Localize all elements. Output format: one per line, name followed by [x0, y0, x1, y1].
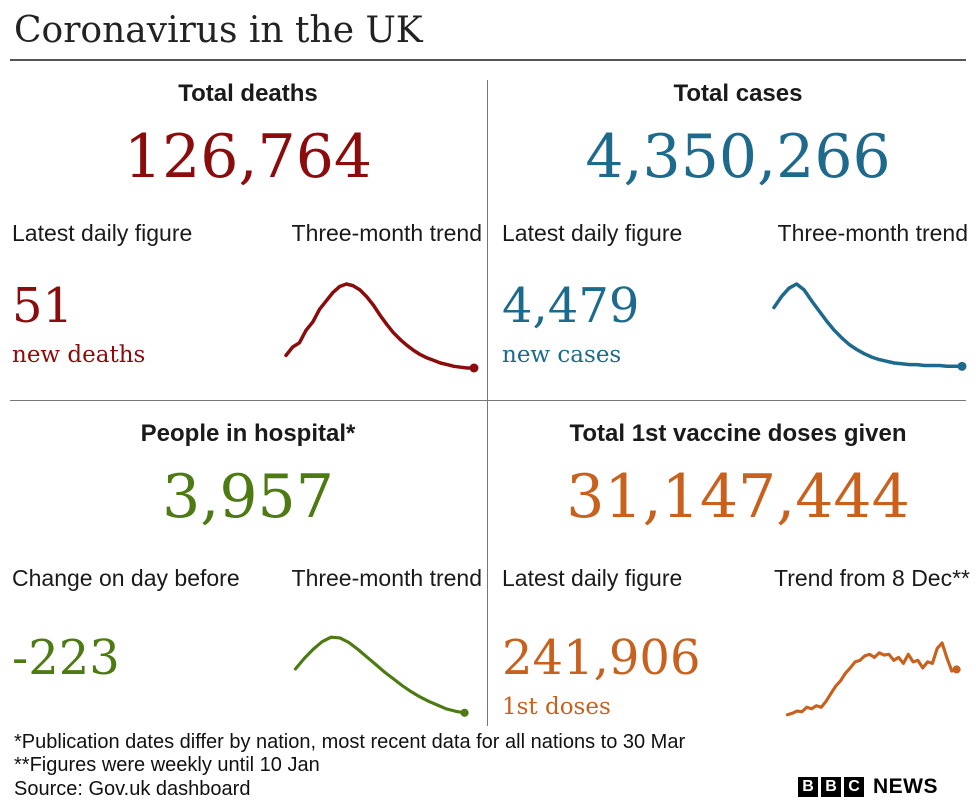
- cases-panel: Total cases 4,350,266 Latest daily figur…: [500, 80, 976, 400]
- cases-daily-unit: new cases: [502, 342, 622, 368]
- cases-total: 4,350,266: [585, 122, 891, 192]
- bbc-logo-letter: B: [821, 777, 841, 797]
- vaccine-total: 31,147,444: [566, 462, 910, 532]
- horizontal-divider: [10, 400, 966, 401]
- trend-end-point: [952, 665, 961, 674]
- trend-end-point: [460, 708, 469, 717]
- vaccine-right-label: Trend from 8 Dec**: [774, 565, 970, 591]
- bbc-logo-news: NEWS: [873, 775, 938, 798]
- bbc-news-logo: B B C NEWS: [798, 775, 938, 799]
- source-line: Source: Gov.uk dashboard: [14, 778, 251, 800]
- trend-line: [785, 641, 959, 717]
- vaccine-daily-unit: 1st doses: [502, 694, 611, 720]
- deaths-trend-chart: [284, 282, 479, 373]
- vaccine-left-label: Latest daily figure: [502, 565, 683, 591]
- page-title: Coronavirus in the UK: [14, 10, 423, 51]
- trend-line: [293, 635, 467, 715]
- hospital-left-label: Change on day before: [12, 565, 240, 591]
- vaccine-panel: Total 1st vaccine doses given 31,147,444…: [500, 420, 976, 740]
- cases-right-label: Three-month trend: [777, 220, 968, 246]
- cases-left-label: Latest daily figure: [502, 220, 683, 246]
- deaths-title: Total deaths: [178, 80, 318, 107]
- vaccine-title: Total 1st vaccine doses given: [569, 420, 907, 447]
- bbc-logo-letter: B: [798, 777, 818, 797]
- cases-title: Total cases: [673, 80, 803, 107]
- hospital-right-label: Three-month trend: [291, 565, 482, 591]
- bbc-logo-letter: C: [844, 777, 864, 797]
- hospital-title: People in hospital*: [140, 420, 356, 447]
- hospital-total: 3,957: [162, 462, 334, 532]
- trend-end-point: [469, 363, 479, 373]
- hospital-trend-chart: [293, 635, 469, 717]
- footnote-publication: *Publication dates differ by nation, mos…: [14, 731, 686, 753]
- hospital-panel: People in hospital* 3,957 Change on day …: [10, 420, 486, 740]
- trend-line: [284, 282, 476, 370]
- trend-end-point: [957, 361, 967, 371]
- vaccine-trend-chart: [785, 641, 961, 717]
- deaths-left-label: Latest daily figure: [12, 220, 193, 246]
- hospital-daily-value: -223: [12, 630, 120, 686]
- cases-trend-chart: [772, 282, 967, 371]
- vaccine-daily-value: 241,906: [502, 630, 701, 686]
- footnote-weekly: **Figures were weekly until 10 Jan: [14, 754, 320, 776]
- deaths-total: 126,764: [123, 122, 373, 192]
- vertical-divider: [487, 80, 488, 726]
- title-rule: [10, 59, 966, 61]
- cases-daily-value: 4,479: [502, 278, 640, 334]
- deaths-right-label: Three-month trend: [291, 220, 482, 246]
- deaths-daily-unit: new deaths: [12, 342, 146, 368]
- deaths-daily-value: 51: [12, 278, 74, 334]
- trend-line: [772, 282, 964, 369]
- deaths-panel: Total deaths 126,764 Latest daily figure…: [10, 80, 486, 400]
